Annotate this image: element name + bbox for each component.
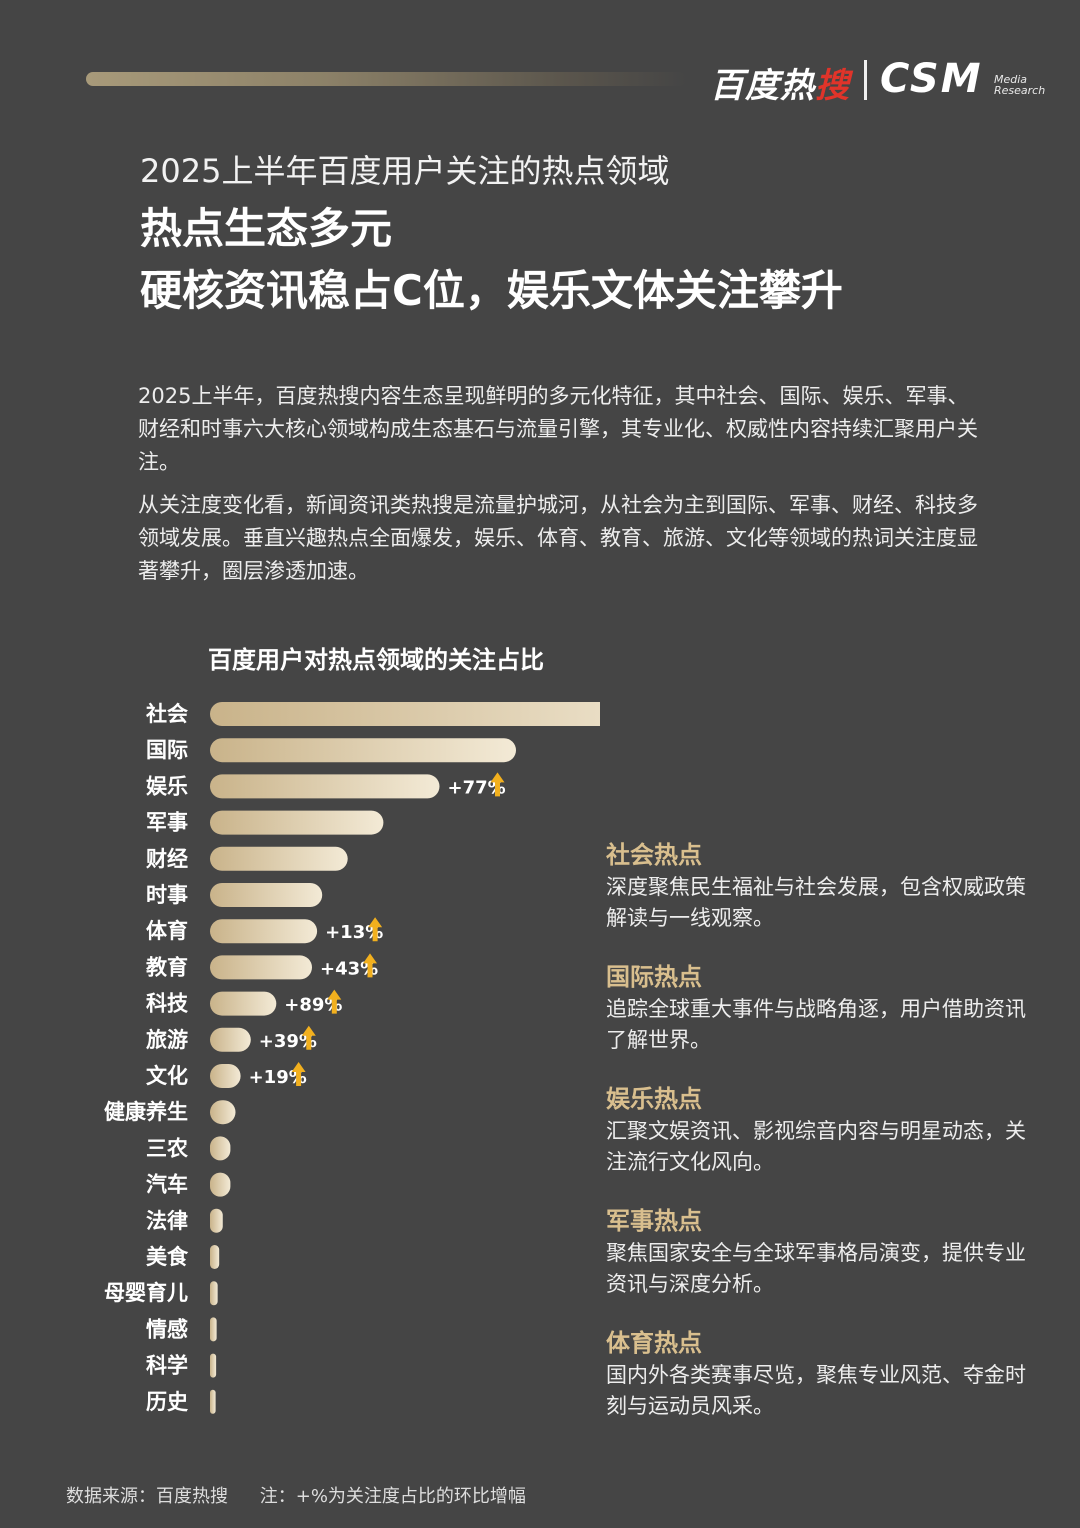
bar <box>210 810 384 835</box>
growth-label: +43% <box>320 958 378 979</box>
category-label: 母婴育儿 <box>104 1281 188 1305</box>
note-title: 体育热点 <box>606 1329 702 1357</box>
data-source-note: 数据来源：百度热搜 <box>66 1486 228 1507</box>
note-entertainment: 娱乐热点 汇聚文娱资讯、影视综音内容与明星动态，关注流行文化风向。 <box>606 1082 1026 1178</box>
chart-title: 百度用户对热点领域的关注占比 <box>208 646 544 674</box>
bar <box>210 1245 220 1269</box>
page-headline: 热点生态多元 硬核资讯稳占C位，娱乐文体关注攀升 <box>140 198 843 322</box>
bar <box>210 1281 218 1306</box>
note-international: 国际热点 追踪全球重大事件与战略角逐，用户借助资讯了解世界。 <box>606 960 1026 1056</box>
up-arrow-icon <box>327 989 342 1014</box>
growth-label: +13% <box>325 922 383 943</box>
page-subtitle: 2025上半年百度用户关注的热点领域 <box>140 152 670 190</box>
growth-label: +77% <box>448 777 506 798</box>
category-label: 社会 <box>145 702 188 726</box>
category-label: 娱乐 <box>146 774 188 798</box>
bar <box>210 1389 216 1414</box>
csm-logo-subtext: Media Research <box>994 73 1046 97</box>
note-title: 军事热点 <box>606 1207 702 1235</box>
growth-label: +19% <box>249 1067 307 1088</box>
category-label: 军事 <box>146 811 188 835</box>
note-body: 汇聚文娱资讯、影视综音内容与明星动态，关注流行文化风向。 <box>606 1119 1026 1174</box>
category-label: 科技 <box>146 992 189 1016</box>
bar <box>210 1136 231 1161</box>
category-label: 科学 <box>146 1354 188 1378</box>
bar <box>210 1027 251 1052</box>
intro-paragraph-2: 从关注度变化看，新闻资讯类热搜是流量护城河，从社会为主到国际、军事、财经、科技多… <box>138 493 978 583</box>
headline-line-1: 热点生态多元 <box>140 204 393 253</box>
intro-paragraph-1: 2025上半年，百度热搜内容生态呈现鲜明的多元化特征，其中社会、国际、娱乐、军事… <box>138 384 978 474</box>
growth-label: +89% <box>284 995 342 1016</box>
category-label: 汽车 <box>146 1173 188 1197</box>
bar <box>210 702 600 726</box>
logo-divider <box>864 60 867 100</box>
bar <box>210 1317 217 1342</box>
category-label: 美食 <box>146 1245 189 1269</box>
note-sports: 体育热点 国内外各类赛事尽览，聚焦专业风范、夺金时刻与运动员风采。 <box>606 1326 1026 1422</box>
category-label: 文化 <box>146 1064 188 1088</box>
category-label: 情感 <box>146 1317 188 1341</box>
growth-explanation-note: 注：+%为关注度占比的环比增幅 <box>259 1486 526 1507</box>
csm-logo: CSM <box>880 56 983 102</box>
headline-line-2: 硬核资讯稳占C位，娱乐文体关注攀升 <box>140 266 843 315</box>
bar <box>210 1064 241 1088</box>
baidu-hot-search-logo: 百度热搜 <box>710 66 850 106</box>
bar <box>210 738 516 763</box>
bar <box>210 1100 236 1125</box>
hotspot-notes: 社会热点 深度聚焦民生福祉与社会发展，包含权威政策解读与一线观察。 国际热点 追… <box>606 838 1026 1448</box>
note-body: 深度聚焦民生福祉与社会发展，包含权威政策解读与一线观察。 <box>606 875 1026 930</box>
bar <box>210 883 323 907</box>
up-arrow-icon <box>301 1025 316 1050</box>
footer: 数据来源：百度热搜 注：+%为关注度占比的环比增幅 <box>66 1482 552 1508</box>
bar <box>210 846 348 871</box>
category-label: 三农 <box>146 1136 188 1160</box>
up-arrow-icon <box>490 772 505 797</box>
header-decorative-line <box>86 72 686 86</box>
category-label: 法律 <box>146 1209 188 1233</box>
note-title: 国际热点 <box>606 963 702 991</box>
note-body: 聚焦国家安全与全球军事格局演变，提供专业资讯与深度分析。 <box>606 1241 1026 1296</box>
note-military: 军事热点 聚焦国家安全与全球军事格局演变，提供专业资讯与深度分析。 <box>606 1204 1026 1300</box>
growth-label: +39% <box>259 1031 317 1052</box>
up-arrow-icon <box>363 953 377 978</box>
bar <box>210 1208 223 1233</box>
up-arrow-icon <box>291 1062 306 1086</box>
category-label: 健康养生 <box>104 1100 188 1124</box>
bar <box>210 774 440 799</box>
category-label: 历史 <box>146 1390 189 1414</box>
category-label: 体育 <box>146 919 188 943</box>
category-label: 旅游 <box>146 1028 188 1052</box>
note-body: 追踪全球重大事件与战略角逐，用户借助资讯了解世界。 <box>606 997 1026 1052</box>
bar <box>210 1353 217 1378</box>
category-label: 财经 <box>146 847 188 871</box>
category-label: 国际 <box>146 738 188 762</box>
note-title: 社会热点 <box>606 841 702 869</box>
bar <box>210 1172 231 1197</box>
bar <box>210 991 277 1016</box>
category-label: 教育 <box>146 955 188 979</box>
note-society: 社会热点 深度聚焦民生福祉与社会发展，包含权威政策解读与一线观察。 <box>606 838 1026 934</box>
bar <box>210 955 312 980</box>
up-arrow-icon <box>368 917 383 942</box>
note-title: 娱乐热点 <box>606 1085 702 1113</box>
note-body: 国内外各类赛事尽览，聚焦专业风范、夺金时刻与运动员风采。 <box>606 1363 1026 1418</box>
category-label: 时事 <box>146 883 188 907</box>
bar <box>210 919 318 944</box>
